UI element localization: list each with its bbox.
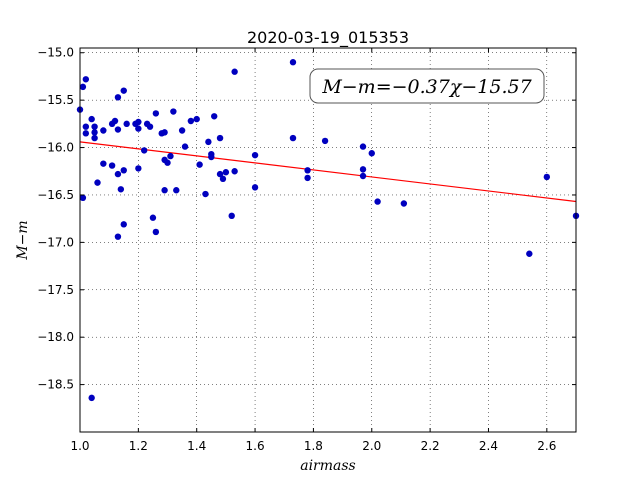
y-tick-label: −18.5 <box>37 378 74 392</box>
y-axis-label: M−m <box>15 220 31 260</box>
y-tick-label: −17.5 <box>37 283 74 297</box>
data-point <box>205 138 212 146</box>
data-point <box>304 167 311 174</box>
data-point <box>251 184 259 191</box>
data-point <box>114 94 122 101</box>
data-point <box>146 123 154 130</box>
axis-ticks: 1.0 1.2 1.4 1.6 1.8 2.0 2.2 2.4 2.6 −15.0 −15.5 −16… <box>37 46 576 453</box>
chart-title: 2020-03-19_015353 <box>247 28 409 48</box>
data-point <box>149 214 157 221</box>
data-point <box>228 212 235 220</box>
data-point <box>304 174 311 182</box>
x-axis-label: airmass <box>300 458 356 474</box>
data-point <box>79 83 87 91</box>
fit-line-layer <box>79 141 577 203</box>
data-point <box>543 173 551 181</box>
data-point <box>216 134 224 142</box>
data-point <box>196 161 203 168</box>
x-tick-label: 2.2 <box>421 439 440 453</box>
fit-line <box>79 141 577 203</box>
data-point <box>161 129 168 136</box>
data-point <box>79 194 87 202</box>
y-tick-label: −18.0 <box>37 330 74 344</box>
data-point <box>526 250 533 257</box>
data-point <box>164 159 171 166</box>
x-tick-label: 1.6 <box>246 439 265 453</box>
x-tick-label: 1.0 <box>70 439 89 453</box>
fit-equation-label: M−m=−0.37χ−15.57 <box>321 76 532 98</box>
x-tick-label: 2.4 <box>479 439 498 453</box>
data-point <box>251 151 259 159</box>
x-tick-label: 2.0 <box>362 439 381 453</box>
data-point <box>114 126 122 133</box>
data-point <box>222 169 230 176</box>
data-point <box>123 120 130 128</box>
data-point <box>108 162 116 169</box>
data-point <box>400 200 408 207</box>
x-tick-label: 1.2 <box>129 439 148 453</box>
data-point <box>219 175 227 183</box>
data-point <box>88 394 95 402</box>
data-point <box>173 187 180 194</box>
y-tick-label: −16.0 <box>37 141 74 155</box>
data-point <box>114 170 122 178</box>
data-point <box>120 87 127 94</box>
fit-equation-box: M−m=−0.37χ−15.57 <box>309 68 545 104</box>
data-point <box>216 170 224 178</box>
data-point <box>135 118 142 126</box>
data-point <box>231 68 238 75</box>
data-point <box>368 150 375 157</box>
data-point <box>359 143 367 150</box>
y-tick-label: −16.5 <box>37 188 74 202</box>
data-point <box>82 76 90 83</box>
data-point <box>321 137 329 145</box>
data-point <box>208 153 215 161</box>
data-point <box>120 167 127 174</box>
x-tick-label: 2.6 <box>537 439 556 453</box>
data-point <box>114 233 122 240</box>
data-point <box>100 127 107 134</box>
data-point <box>100 160 107 167</box>
data-point <box>211 113 218 120</box>
data-point <box>91 129 98 136</box>
data-point <box>140 147 148 154</box>
data-point <box>359 166 367 173</box>
data-point <box>135 125 142 132</box>
data-point <box>117 186 125 193</box>
data-point <box>152 228 160 236</box>
data-point <box>187 117 195 125</box>
data-point <box>374 198 381 205</box>
data-point <box>181 143 189 150</box>
data-point <box>231 168 238 175</box>
data-point <box>202 190 209 198</box>
data-point <box>111 117 119 125</box>
x-tick-label: 1.8 <box>304 439 323 453</box>
data-point <box>91 134 98 142</box>
y-tick-label: −15.0 <box>37 46 74 60</box>
data-point <box>91 123 98 130</box>
data-point <box>178 127 186 134</box>
data-point <box>289 134 297 142</box>
x-tick-label: 1.4 <box>187 439 206 453</box>
data-point <box>120 221 127 228</box>
data-point <box>167 152 174 160</box>
data-points <box>76 59 580 402</box>
data-point <box>82 130 90 137</box>
data-point <box>94 179 101 186</box>
plot-frame <box>79 47 577 433</box>
y-tick-label: −15.5 <box>37 93 74 107</box>
data-point <box>193 115 200 123</box>
y-tick-label: −17.0 <box>37 235 74 249</box>
fit-equation-frame <box>309 68 545 104</box>
plot-area <box>80 48 576 432</box>
data-point <box>152 110 160 117</box>
data-point <box>88 115 95 123</box>
data-point <box>82 123 90 130</box>
data-point <box>359 172 367 180</box>
data-point <box>161 187 168 194</box>
data-point <box>289 59 297 66</box>
data-point <box>135 165 142 172</box>
data-point <box>170 108 177 115</box>
